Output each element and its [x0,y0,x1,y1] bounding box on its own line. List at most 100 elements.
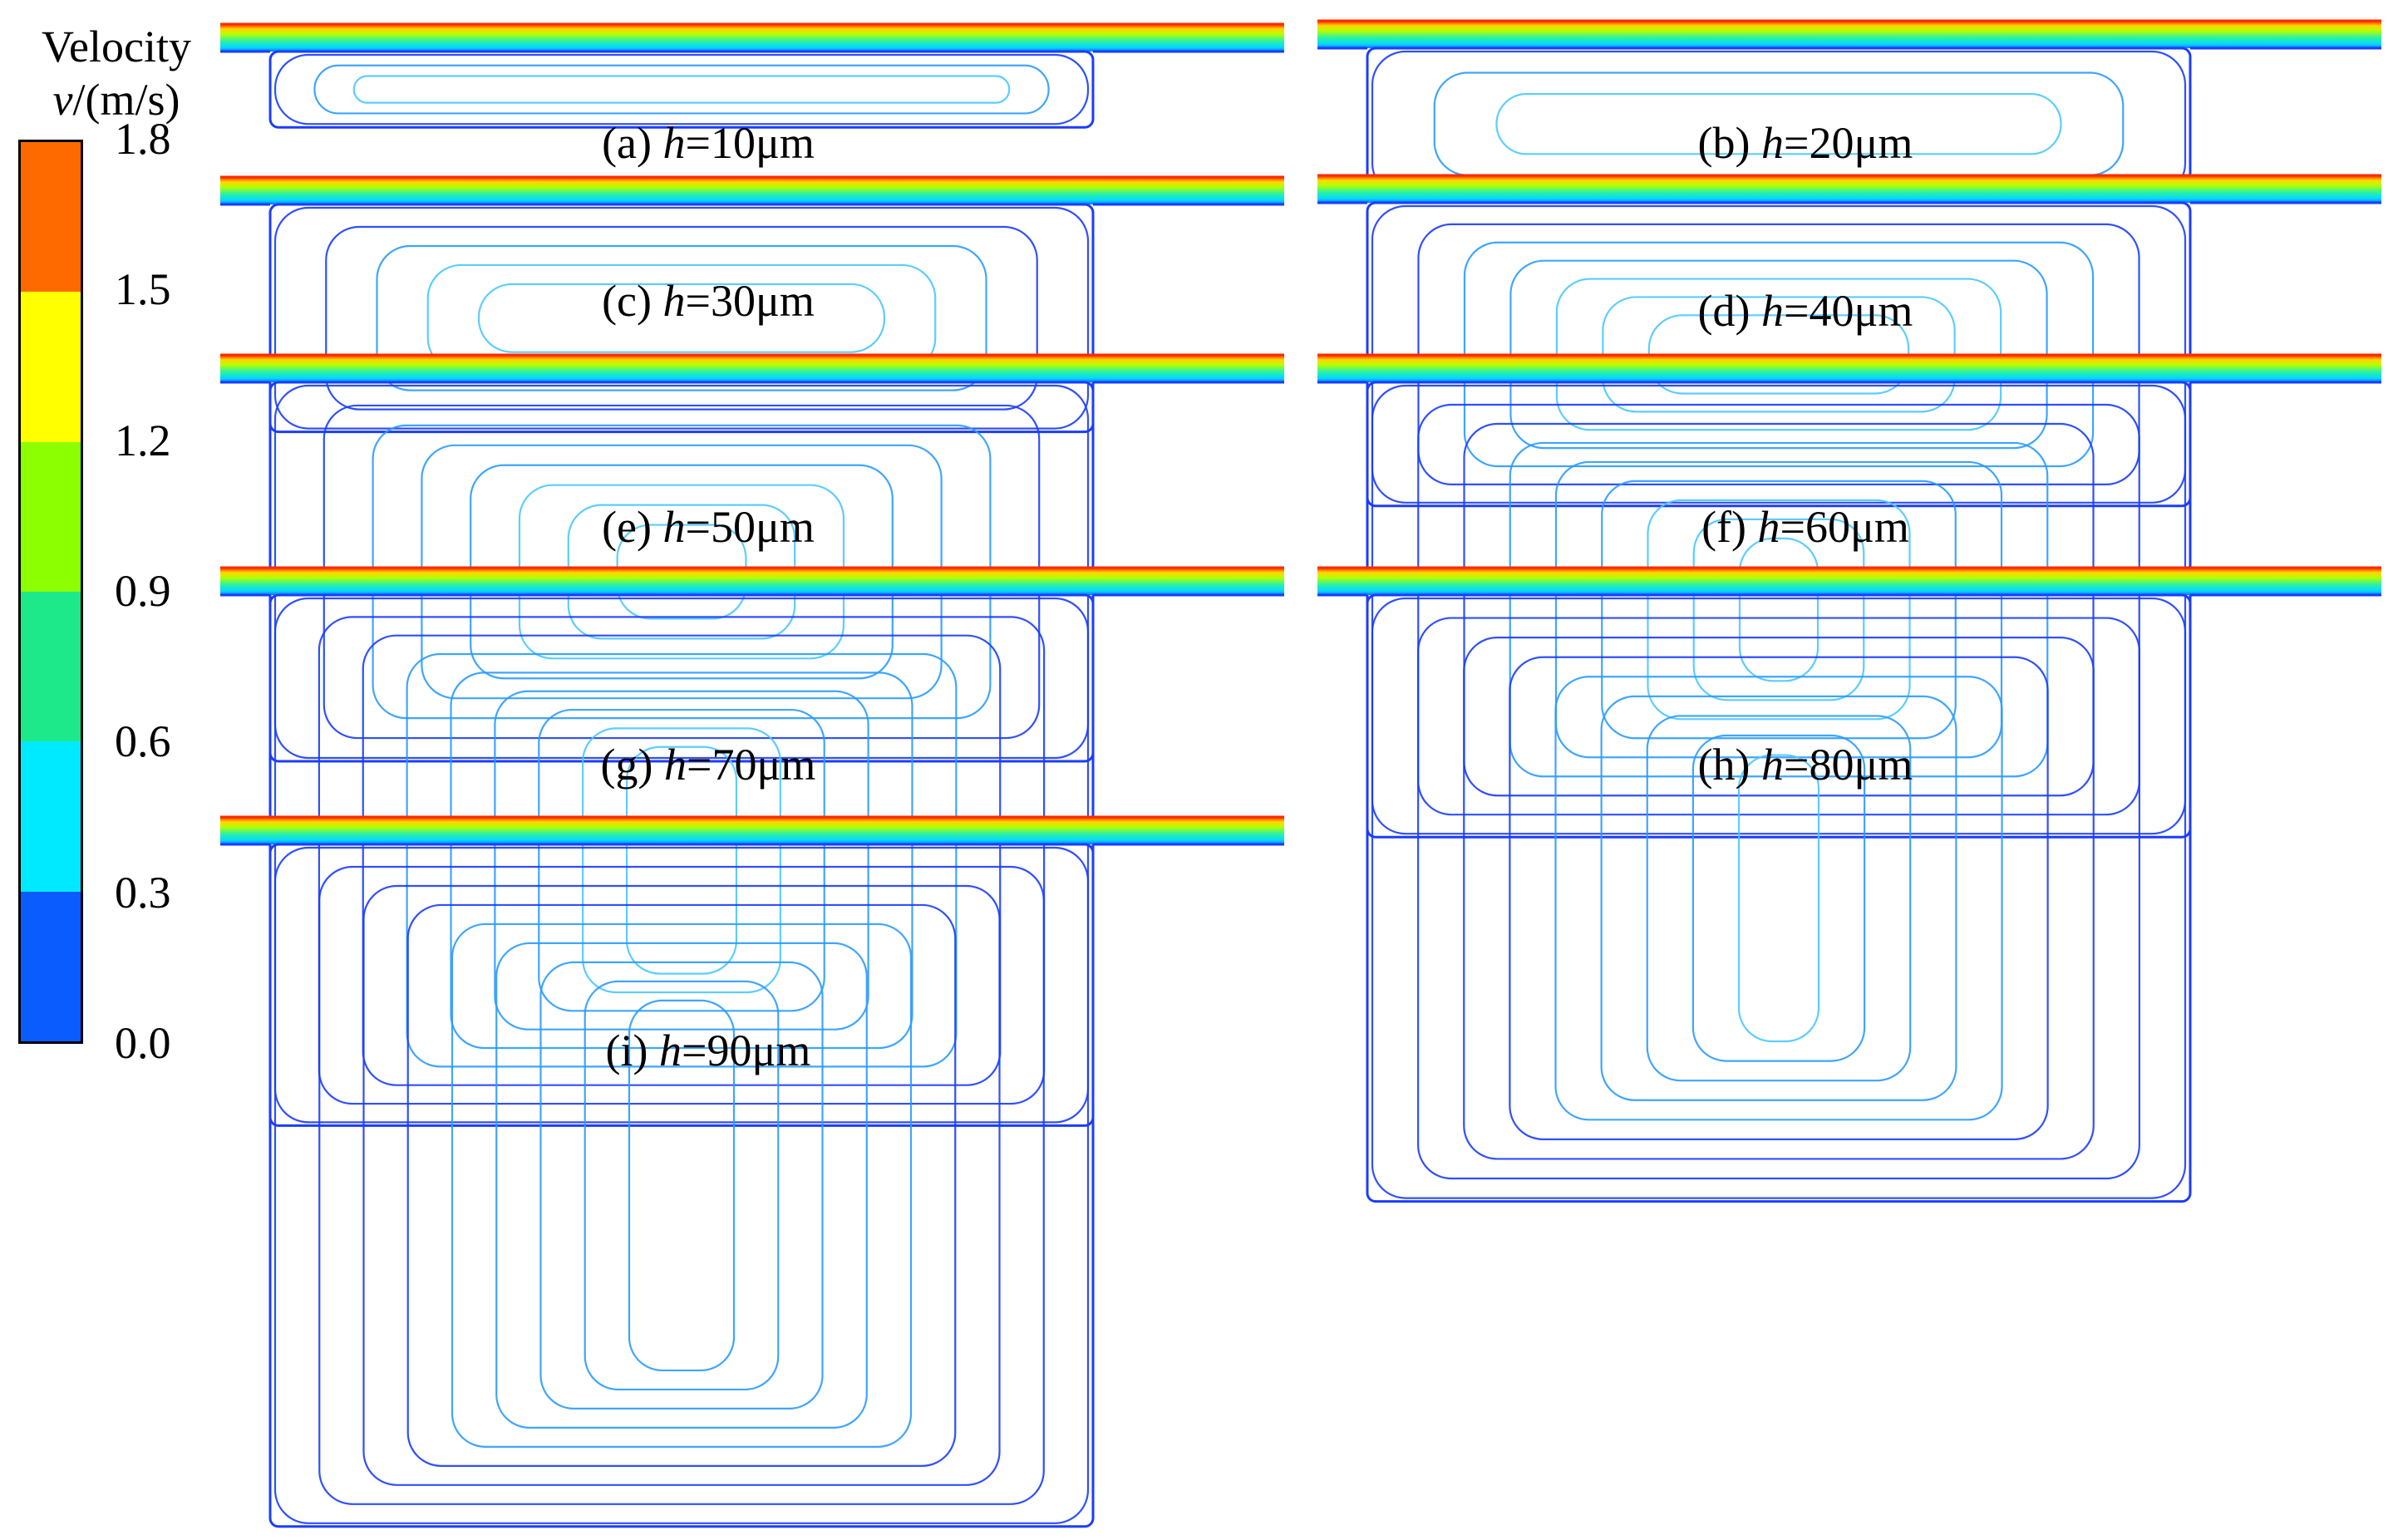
panel-caption-e: (e) h=50μm [602,502,815,552]
legend-velocity-symbol: v [52,75,73,125]
panel-caption-h: (h) h=80μm [1698,740,1913,790]
vortex-streamline [1647,499,1911,721]
streamline-panel-h [1317,566,2381,1203]
caption-value: =90μm [682,1026,811,1075]
panel-caption-i: (i) h=90μm [606,1026,811,1075]
main-channel-flow [1317,175,2381,203]
caption-variable: h [1761,286,1785,336]
caption-value: =30μm [685,276,815,326]
vortex-streamline [1417,403,2140,816]
caption-prefix: (h) [1697,740,1762,790]
caption-value: =20μm [1784,118,1913,168]
main-channel-flow [1317,21,2381,48]
vortex-streamline [625,745,738,975]
caption-variable: h [664,740,687,790]
vortex-streamline [1691,734,1866,1062]
streamline-panel-d [1317,174,2381,508]
streamline-panel-i [220,815,1284,1528]
vortex-streamline [538,708,825,1012]
vortex-streamline [1646,715,1912,1082]
vortex-streamline [273,53,1090,125]
caption-value: =80μm [1784,740,1913,790]
streamline-panel-g [220,566,1284,1127]
legend-band [21,292,81,442]
caption-variable: h [1757,502,1780,552]
legend-band [21,591,81,742]
legend-unit: /(m/s) [72,75,180,125]
vortex-streamline [1554,460,2003,759]
main-channel-flow [1317,355,2381,382]
caption-variable: h [662,276,686,326]
legend-band [21,891,81,1041]
main-channel-flow [220,24,1284,52]
caption-value: =60μm [1780,502,1909,552]
vortex-streamline [1371,384,2187,835]
streamline-panel-f [1317,353,2381,839]
groove-cavity-outline [1366,593,2192,1203]
legend-title-line1: Velocity [42,22,191,71]
legend-band [21,142,81,293]
legend-tick-label: 0.3 [115,867,171,918]
caption-prefix: (i) [605,1026,660,1075]
color-legend-bar [18,140,83,1044]
panel-caption-c: (c) h=30μm [602,276,815,326]
vortex-streamline [1509,656,2049,1140]
legend-tick-label: 0.6 [115,716,171,767]
vortex-streamline [1495,92,2062,155]
groove-cavity-outline [268,203,1095,434]
caption-variable: h [662,502,686,552]
caption-prefix: (g) [600,740,665,790]
vortex-streamline [352,75,1011,104]
panel-caption-g: (g) h=70μm [601,740,816,790]
vortex-streamline [494,690,869,1031]
vortex-streamline [1509,441,2049,778]
main-channel-flow [1317,568,2381,595]
panel-caption-f: (f) h=60μm [1701,502,1909,552]
vortex-streamline [1417,617,2140,1180]
groove-cavity-outline [268,843,1095,1528]
caption-value: =40μm [1784,286,1913,336]
streamline-panel-b [1317,19,2381,201]
legend-band [21,441,81,592]
vortex-streamline [273,846,1090,1524]
main-channel-flow [220,177,1284,204]
legend-title-line2: v/(m/s) [25,75,208,125]
caption-prefix: (d) [1697,286,1762,336]
groove-cavity-outline [268,50,1095,129]
vortex-streamline [376,244,987,391]
legend-tick-label: 0.9 [115,566,171,616]
caption-prefix: (f) [1701,502,1758,552]
caption-variable: h [1761,740,1785,790]
panel-caption-d: (d) h=40μm [1698,286,1913,336]
vortex-streamline [450,672,913,1050]
main-channel-flow [220,568,1284,595]
legend-tick-label: 0.0 [115,1018,171,1068]
vortex-streamline [582,727,781,994]
legend-tick-label: 1.8 [115,114,171,164]
caption-variable: h [662,118,686,168]
caption-value: =70μm [687,740,816,790]
vortex-streamline [495,942,868,1429]
caption-value: =50μm [685,502,815,552]
caption-variable: h [659,1026,682,1075]
vortex-streamline [325,225,1038,411]
vortex-streamline [1601,480,1957,740]
streamline-figure: Velocity v/(m/s) 1.8 1.5 1.2 0.9 0.6 0.3 0.0 (… [18,19,2381,1528]
main-channel-flow [220,818,1284,844]
vortex-streamline [362,884,1001,1486]
main-channel-flow [220,356,1284,382]
vortex-streamline [406,903,957,1467]
legend-band [21,741,81,892]
streamline-panel-a [220,22,1284,129]
caption-value: =10μm [685,118,815,168]
legend-tick-label: 1.2 [115,415,171,465]
legend-tick-label: 1.5 [115,264,171,315]
caption-prefix: (e) [602,502,663,552]
caption-prefix: (a) [602,118,663,168]
caption-variable: h [1761,118,1785,168]
vortex-streamline [1463,422,2095,797]
panel-caption-a: (a) h=10μm [602,118,815,168]
vortex-streamline [1692,518,1865,701]
vortex-streamline [1737,754,1820,1043]
vortex-streamline [362,634,1002,1086]
